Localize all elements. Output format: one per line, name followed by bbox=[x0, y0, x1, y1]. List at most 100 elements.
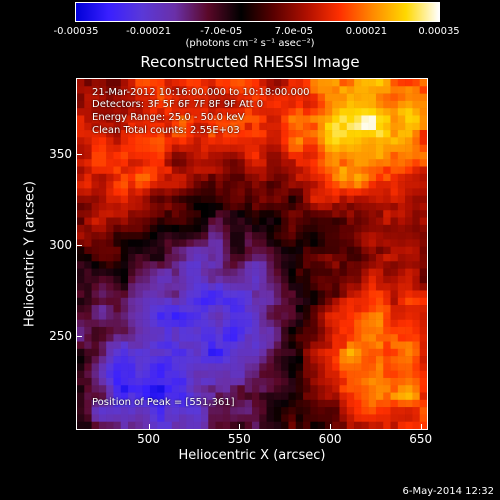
heatmap-cell bbox=[113, 363, 122, 371]
heatmap-cell bbox=[368, 254, 377, 262]
heatmap-cell bbox=[332, 159, 340, 167]
heatmap-cell bbox=[303, 202, 311, 211]
heatmap-cell bbox=[332, 377, 340, 386]
heatmap-cell bbox=[230, 421, 238, 429]
heatmap-cell bbox=[113, 202, 122, 211]
heatmap-cell bbox=[164, 377, 173, 386]
heatmap-cell bbox=[171, 326, 180, 335]
heatmap-cell bbox=[77, 108, 85, 116]
heatmap-cell bbox=[157, 348, 165, 357]
heatmap-cell bbox=[368, 290, 377, 299]
heatmap-cell bbox=[332, 334, 340, 342]
heatmap-cell bbox=[237, 159, 246, 167]
heatmap-cell bbox=[303, 151, 311, 160]
heatmap-cell bbox=[230, 232, 238, 240]
heatmap-cell bbox=[171, 195, 180, 204]
heatmap-cell bbox=[230, 348, 238, 357]
heatmap-cell bbox=[200, 217, 209, 226]
heatmap-cell bbox=[113, 130, 122, 138]
heatmap-cell bbox=[346, 399, 355, 408]
heatmap-cell bbox=[346, 79, 355, 87]
heatmap-cell bbox=[375, 385, 384, 393]
heatmap-cell bbox=[237, 341, 246, 350]
heatmap-cell bbox=[368, 385, 377, 393]
heatmap-cell bbox=[208, 290, 216, 299]
heatmap-cell bbox=[244, 290, 253, 299]
heatmap-cell bbox=[397, 326, 406, 335]
heatmap-cell bbox=[259, 151, 267, 160]
heatmap-cell bbox=[397, 414, 406, 423]
heatmap-cell bbox=[368, 93, 377, 102]
heatmap-cell bbox=[135, 239, 143, 248]
heatmap-cell bbox=[361, 224, 369, 233]
heatmap-cell bbox=[324, 108, 333, 116]
heatmap-cell bbox=[397, 399, 406, 408]
heatmap-cell bbox=[215, 166, 224, 175]
heatmap-cell bbox=[135, 392, 143, 401]
heatmap-cell bbox=[149, 159, 158, 167]
heatmap-cell bbox=[354, 108, 362, 116]
heatmap-cell bbox=[310, 312, 318, 320]
heatmap-cell bbox=[200, 181, 209, 189]
heatmap-cell bbox=[237, 275, 246, 284]
heatmap-cell bbox=[84, 319, 92, 328]
heatmap-cell bbox=[128, 348, 136, 357]
heatmap-cell bbox=[332, 100, 340, 109]
annotation-detectors: Detectors: 3F 5F 6F 7F 8F 9F Att 0 bbox=[92, 99, 264, 110]
heatmap-cell bbox=[142, 399, 151, 408]
heatmap-cell bbox=[273, 326, 282, 335]
heatmap-cell bbox=[310, 144, 318, 153]
heatmap-cell bbox=[135, 79, 143, 87]
heatmap-cell bbox=[186, 268, 194, 277]
heatmap-cell bbox=[375, 312, 384, 320]
heatmap-cell bbox=[120, 283, 129, 291]
heatmap-cell bbox=[128, 334, 136, 342]
heatmap-cell bbox=[77, 414, 85, 423]
heatmap-cell bbox=[77, 283, 85, 291]
heatmap-cell bbox=[368, 224, 377, 233]
heatmap-cell bbox=[375, 363, 384, 371]
heatmap-cell bbox=[273, 108, 282, 116]
heatmap-cell bbox=[412, 173, 421, 182]
heatmap-cell bbox=[375, 173, 384, 182]
heatmap-cell bbox=[237, 137, 246, 145]
heatmap-cell bbox=[208, 173, 216, 182]
heatmap-cell bbox=[113, 261, 122, 269]
heatmap-cell bbox=[266, 115, 275, 124]
heatmap-cell bbox=[288, 246, 297, 255]
heatmap-cell bbox=[171, 151, 180, 160]
heatmap-cell bbox=[252, 421, 260, 429]
heatmap-cell bbox=[113, 181, 122, 189]
heatmap-cell bbox=[324, 283, 333, 291]
heatmap-cell bbox=[390, 341, 399, 350]
heatmap-cell bbox=[281, 385, 289, 393]
heatmap-cell bbox=[77, 115, 85, 124]
heatmap-cell bbox=[237, 421, 246, 429]
heatmap-cell bbox=[354, 377, 362, 386]
heatmap-cell bbox=[222, 195, 231, 204]
heatmap-cell bbox=[288, 268, 297, 277]
heatmap-cell bbox=[361, 239, 369, 248]
heatmap-cell bbox=[259, 275, 267, 284]
heatmap-cell bbox=[164, 363, 173, 371]
heatmap-cell bbox=[186, 239, 194, 248]
heatmap-cell bbox=[405, 93, 413, 102]
heatmap-cell bbox=[368, 246, 377, 255]
heatmap-cell bbox=[222, 210, 231, 218]
heatmap-cell bbox=[171, 232, 180, 240]
heatmap-cell bbox=[346, 319, 355, 328]
heatmap-cell bbox=[149, 195, 158, 204]
heatmap-cell bbox=[317, 100, 326, 109]
heatmap-cell bbox=[222, 202, 231, 211]
heatmap-cell bbox=[113, 86, 122, 94]
heatmap-cell bbox=[106, 122, 114, 131]
heatmap-cell bbox=[273, 392, 282, 401]
heatmap-cell bbox=[252, 370, 260, 379]
heatmap-cell bbox=[375, 319, 384, 328]
heatmap-cell bbox=[135, 363, 143, 371]
heatmap-cell bbox=[171, 268, 180, 277]
heatmap-cell bbox=[186, 93, 194, 102]
heatmap-cell bbox=[237, 385, 246, 393]
heatmap-cell bbox=[215, 159, 224, 167]
heatmap-cell bbox=[303, 290, 311, 299]
